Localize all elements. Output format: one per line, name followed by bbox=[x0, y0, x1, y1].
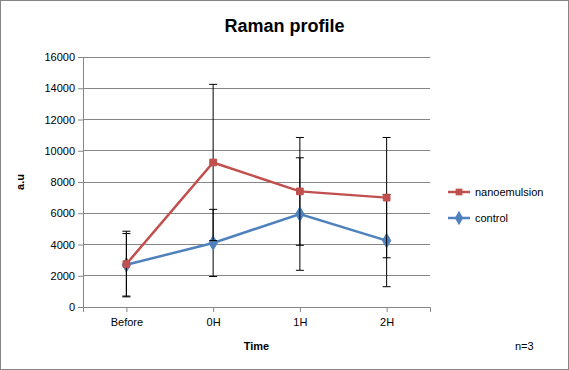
grid bbox=[83, 57, 430, 307]
marker bbox=[297, 188, 304, 195]
y-tick: 10000 bbox=[44, 145, 83, 157]
legend-marker bbox=[456, 189, 463, 196]
y-axis: 0 2000 4000 6000 8000 10000 12000 14000 16000 bbox=[44, 51, 83, 313]
y-tick-label: 6000 bbox=[51, 207, 75, 219]
y-tick-mark bbox=[78, 57, 83, 58]
chart-frame bbox=[1, 1, 569, 370]
error-bar bbox=[209, 84, 217, 240]
legend-label: control bbox=[475, 212, 508, 224]
y-tick-label: 12000 bbox=[44, 114, 75, 126]
x-axis-title: Time bbox=[244, 340, 269, 352]
y-tick: 4000 bbox=[51, 239, 83, 251]
x-tick: 2H bbox=[380, 307, 394, 328]
y-axis-title: a.u bbox=[14, 174, 26, 190]
series-line bbox=[126, 214, 386, 265]
legend-marker bbox=[455, 211, 463, 225]
error-bar-cap bbox=[122, 296, 130, 297]
legend: nanoemulsion control bbox=[448, 186, 544, 225]
series bbox=[122, 84, 390, 297]
y-tick-mark bbox=[78, 245, 83, 246]
error-bar-cap bbox=[209, 276, 217, 277]
error-bar-cap bbox=[296, 270, 304, 271]
x-tick-label: 1H bbox=[293, 316, 307, 328]
x-tick-label: 0H bbox=[207, 316, 221, 328]
grid-line bbox=[83, 150, 430, 151]
error-bar bbox=[383, 137, 391, 257]
error-bar-cap bbox=[383, 257, 391, 258]
marker bbox=[210, 159, 217, 166]
x-tick-label: 2H bbox=[380, 316, 394, 328]
y-tick: 0 bbox=[69, 301, 83, 313]
x-tick: 0H bbox=[207, 307, 221, 328]
annotation: n=3 bbox=[515, 340, 534, 352]
y-tick-label: 2000 bbox=[51, 270, 75, 282]
grid-line bbox=[83, 275, 430, 276]
y-tick-mark bbox=[78, 120, 83, 121]
y-tick-label: 14000 bbox=[44, 82, 75, 94]
error-bar-cap bbox=[122, 231, 130, 232]
grid-line bbox=[83, 57, 430, 58]
y-tick-mark bbox=[78, 213, 83, 214]
title: Raman profile bbox=[224, 16, 344, 36]
x-tick: 1H bbox=[293, 307, 307, 328]
grid-line bbox=[83, 182, 430, 183]
error-bar-cap bbox=[296, 245, 304, 246]
grid-line bbox=[83, 88, 430, 89]
y-tick-mark bbox=[78, 307, 83, 308]
error-bar-cap bbox=[209, 240, 217, 241]
x-tick-label: Before bbox=[111, 316, 143, 328]
y-tick-label: 8000 bbox=[51, 176, 75, 188]
marker bbox=[123, 261, 130, 268]
legend-item: nanoemulsion bbox=[448, 186, 544, 198]
x-tick-mark bbox=[213, 307, 214, 312]
y-tick: 2000 bbox=[51, 270, 83, 282]
y-tick-mark bbox=[78, 276, 83, 277]
y-tick-label: 10000 bbox=[44, 145, 75, 157]
grid-line bbox=[83, 213, 430, 214]
x-tick-mark bbox=[387, 307, 388, 312]
y-tick-label: 16000 bbox=[44, 51, 75, 63]
legend-item: control bbox=[448, 211, 508, 225]
series-line bbox=[126, 162, 386, 264]
y-tick-label: 4000 bbox=[51, 239, 75, 251]
y-tick: 16000 bbox=[44, 51, 83, 63]
error-bar-cap bbox=[209, 84, 217, 85]
y-tick-mark bbox=[78, 151, 83, 152]
x-tick-mark bbox=[300, 307, 301, 312]
x-tick-mark bbox=[126, 307, 127, 312]
error-bar bbox=[296, 137, 304, 245]
chart: 0 2000 4000 6000 8000 10000 12000 14000 16000 Bef… bbox=[0, 0, 569, 370]
error-bar bbox=[122, 231, 130, 297]
error-bar-cap bbox=[296, 137, 304, 138]
y-axis-line bbox=[78, 58, 84, 308]
y-tick: 12000 bbox=[44, 114, 83, 126]
error-bar-cap bbox=[383, 286, 391, 287]
x-axis-line bbox=[84, 308, 431, 313]
marker bbox=[383, 194, 390, 201]
grid-line bbox=[83, 244, 430, 245]
x-tick: Before bbox=[111, 307, 143, 328]
y-tick-mark bbox=[78, 182, 83, 183]
y-tick: 6000 bbox=[51, 207, 83, 219]
y-tick-mark bbox=[78, 88, 83, 89]
y-tick: 8000 bbox=[51, 176, 83, 188]
plot-area bbox=[122, 84, 391, 297]
legend-label: nanoemulsion bbox=[475, 186, 544, 198]
series bbox=[122, 158, 391, 296]
y-tick: 14000 bbox=[44, 82, 83, 94]
x-axis: Before 0H 1H 2H bbox=[84, 307, 431, 328]
y-tick-label: 0 bbox=[69, 301, 75, 313]
error-bar-cap bbox=[383, 137, 391, 138]
grid-line bbox=[83, 119, 430, 120]
